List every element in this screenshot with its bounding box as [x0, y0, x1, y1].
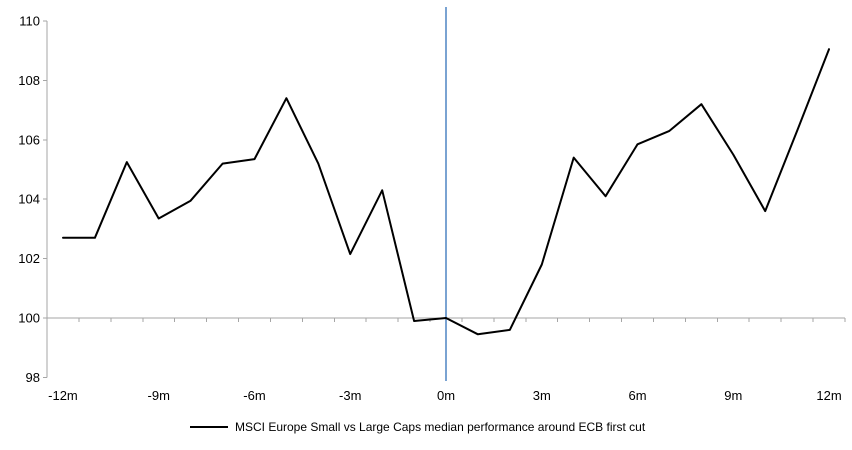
x-axis-tick-label: 12m: [816, 388, 841, 403]
y-axis-tick-label: 104: [18, 192, 40, 207]
x-axis-tick-label: -3m: [339, 388, 361, 403]
x-axis-tick-label: 3m: [533, 388, 551, 403]
x-axis-tick-label: -12m: [48, 388, 78, 403]
legend-label: MSCI Europe Small vs Large Caps median p…: [235, 420, 646, 434]
x-axis-tick-label: 9m: [724, 388, 742, 403]
x-axis-tick-label: -9m: [148, 388, 170, 403]
x-axis-tick-label: 0m: [437, 388, 455, 403]
x-axis-tick-label: 6m: [628, 388, 646, 403]
series-line: [62, 48, 830, 336]
y-axis-tick-label: 108: [18, 73, 40, 88]
y-axis-tick-label: 106: [18, 132, 40, 147]
y-axis-tick-label: 110: [19, 14, 40, 29]
y-axis-tick-label: 98: [26, 370, 40, 385]
y-axis-tick-label: 102: [18, 251, 40, 266]
x-axis-tick-label: -6m: [243, 388, 265, 403]
y-axis-tick-label: 100: [18, 311, 40, 326]
legend-line-swatch: [190, 426, 228, 428]
line-chart-canvas: 110 108 106 104 102 100 98 -12m -9m -6m -3m 0m 3m 6m 9…: [18, 7, 846, 403]
legend: MSCI Europe Small vs Large Caps median p…: [190, 419, 645, 435]
